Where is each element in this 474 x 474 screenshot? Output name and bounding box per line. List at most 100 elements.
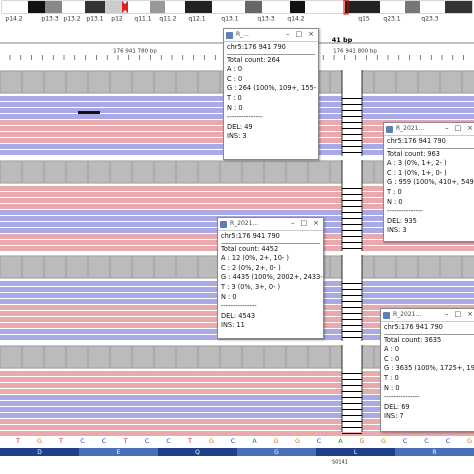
popup-line: G : 264 (100%, 109+, 155- ) — [227, 84, 319, 93]
amino-label: L — [354, 449, 358, 456]
band-label: p14.2 — [5, 16, 22, 23]
ideogram-band — [305, 1, 345, 13]
insertion-bar — [78, 111, 100, 114]
coverage-box — [44, 160, 66, 184]
coverage-box — [44, 345, 66, 369]
window-button[interactable]: – — [445, 310, 449, 319]
coverage-box — [22, 345, 44, 369]
coverage-box — [22, 70, 44, 94]
coverage-box — [22, 255, 44, 279]
deletion-column — [342, 255, 362, 341]
popup-titlebar: R_2021... – □ × — [381, 309, 474, 322]
window-button[interactable]: □ — [454, 310, 462, 319]
popup-line: T : 0 — [384, 373, 399, 382]
window-button[interactable]: – — [291, 219, 295, 228]
read — [0, 377, 474, 382]
coverage-box — [374, 70, 396, 94]
window-buttons: – □ × — [445, 310, 474, 320]
deletion-column — [342, 160, 362, 251]
coverage-box — [220, 345, 242, 369]
band-label: p12 — [111, 16, 123, 23]
base: A — [252, 437, 257, 445]
window-button[interactable]: × — [313, 219, 319, 228]
read — [0, 389, 474, 394]
window-button[interactable]: × — [467, 124, 473, 133]
window-button[interactable]: × — [308, 30, 314, 39]
ideogram-band — [245, 1, 262, 13]
popup-line: DEL: 69 — [384, 402, 410, 411]
band-label: q13.1 — [221, 16, 238, 23]
base: G — [295, 437, 300, 445]
coverage-box — [176, 345, 198, 369]
popup-titlebar: R_2021... – □ × — [384, 123, 474, 136]
ideogram-band — [212, 1, 245, 13]
read — [0, 401, 474, 406]
base: A — [338, 437, 343, 445]
base: C — [317, 437, 322, 445]
window-button[interactable]: □ — [454, 124, 462, 133]
coverage-box — [154, 345, 176, 369]
base: C — [231, 437, 236, 445]
base: G — [381, 437, 386, 445]
coverage-box — [198, 345, 220, 369]
window-button[interactable]: – — [286, 30, 290, 39]
popup-line: A : 12 (0%, 2+, 10- ) — [221, 254, 289, 263]
popup-icon — [226, 31, 233, 39]
window-buttons: – □ × — [445, 124, 474, 134]
popup-line: A : 0 — [227, 65, 243, 74]
coverage-box — [22, 160, 44, 184]
base: C — [80, 437, 85, 445]
popup-titlebar: R_... – □ × — [224, 29, 318, 42]
popup-line: C : 2 (0%, 2+, 0- ) — [221, 263, 281, 272]
read — [0, 186, 474, 191]
base: C — [403, 437, 408, 445]
popup-line: C : 0 — [227, 74, 243, 83]
popup-icon — [383, 311, 390, 319]
coverage-box — [154, 160, 176, 184]
popup-body: chr5:176 941 790 Total count: 963 A : 3 (0… — [384, 136, 474, 237]
deletion-column — [342, 345, 362, 432]
base: T — [187, 437, 192, 445]
coverage-box — [418, 255, 440, 279]
window-button[interactable]: × — [467, 310, 473, 319]
coverage-box — [88, 255, 110, 279]
popup-line: T : 0 — [227, 93, 242, 102]
ideogram-band — [85, 1, 105, 13]
base: C — [446, 437, 451, 445]
band-label: q12.1 — [188, 16, 205, 23]
amino-label: Q — [195, 449, 200, 456]
base: G — [359, 437, 364, 445]
ideogram-band — [62, 1, 85, 13]
popup-title: R_2021... — [396, 125, 425, 133]
base: C — [166, 437, 171, 445]
ideogram-band — [150, 1, 165, 13]
coverage-box — [286, 160, 308, 184]
popup-line: N : 0 — [227, 103, 243, 112]
window-button[interactable]: – — [445, 124, 449, 133]
coverage-box — [132, 70, 154, 94]
base: T — [123, 437, 128, 445]
popup-line: --------------- — [387, 207, 423, 216]
popup-line: T : 3 (0%, 3+, 0- ) — [221, 282, 281, 291]
popup-title: R_2021... — [393, 311, 422, 319]
read — [0, 431, 474, 436]
window-button[interactable]: □ — [295, 30, 303, 39]
coverage-box — [66, 345, 88, 369]
ideogram-band — [165, 1, 185, 13]
popup-line: DEL: 935 — [387, 216, 417, 225]
read — [0, 383, 474, 388]
window-button[interactable]: □ — [300, 219, 308, 228]
coverage-box — [440, 70, 462, 94]
base: C — [102, 437, 107, 445]
coverage-box — [110, 345, 132, 369]
amino-label: G — [274, 449, 279, 456]
popup-line: N : 0 — [221, 292, 237, 301]
coverage-box — [374, 255, 396, 279]
popup-window: R_2021... – □ × chr5:176 941 790 Total count:… — [383, 122, 474, 242]
coverage-box — [66, 255, 88, 279]
popup-line: --------------- — [227, 113, 263, 122]
ruler-label: 176 941 800 bp — [333, 49, 377, 55]
popup-title: R_... — [236, 31, 249, 39]
